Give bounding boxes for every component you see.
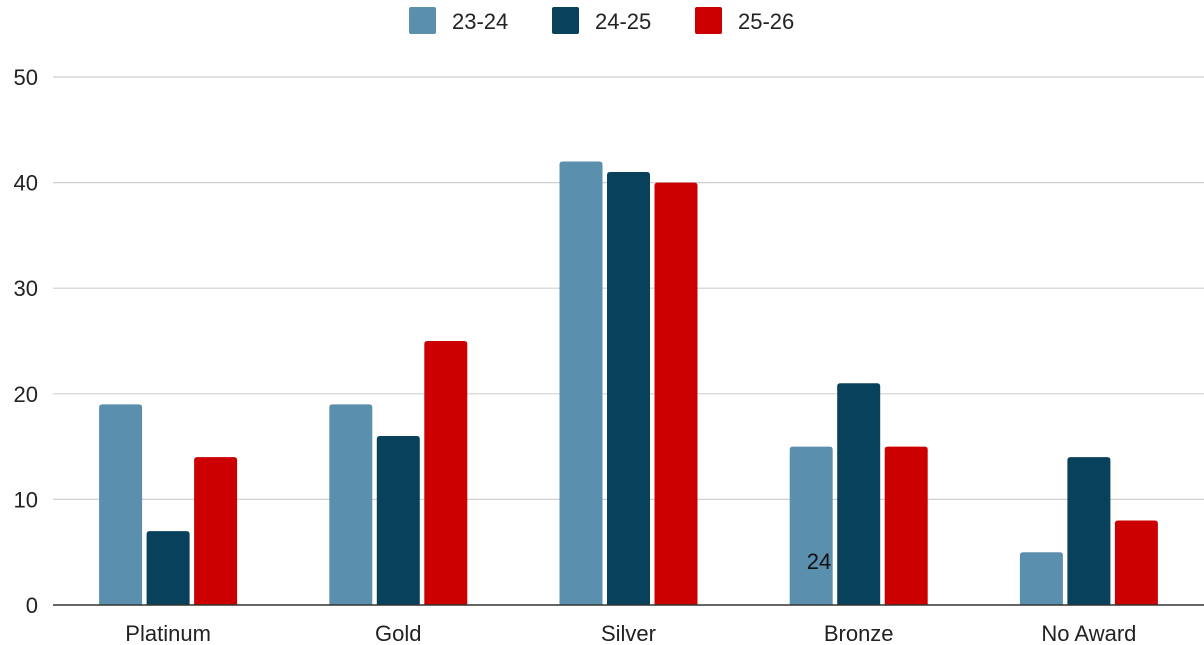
bar-25-26-no-award[interactable]: [1114, 520, 1158, 605]
legend-swatch: [409, 7, 436, 34]
bar-23-24-bronze[interactable]: [789, 446, 833, 605]
bar-24-25-no-award[interactable]: [1067, 457, 1111, 605]
bar-23-24-gold[interactable]: [329, 404, 373, 605]
bar-24-25-gold[interactable]: [376, 436, 420, 605]
y-tick-label: 50: [14, 65, 38, 90]
legend-item-23-24[interactable]: 23-24: [409, 7, 508, 34]
bar-23-24-platinum[interactable]: [99, 404, 143, 605]
legend-label: 25-26: [738, 9, 794, 34]
legend-swatch: [695, 7, 722, 34]
y-tick-label: 20: [14, 382, 38, 407]
bar-23-24-no-award[interactable]: [1019, 552, 1063, 605]
bar-25-26-bronze[interactable]: [884, 446, 928, 605]
y-tick-label: 0: [26, 593, 38, 618]
legend-item-24-25[interactable]: 24-25: [552, 7, 651, 34]
bar-24-25-bronze[interactable]: [837, 383, 881, 605]
x-tick-label: Platinum: [125, 621, 211, 645]
y-tick-label: 10: [14, 487, 38, 512]
y-axis-ticks: 0 10 20 30 40 50: [14, 65, 38, 618]
x-tick-label: Gold: [375, 621, 421, 645]
x-tick-label: Bronze: [824, 621, 894, 645]
bars: [99, 161, 1158, 606]
bar-25-26-silver[interactable]: [654, 182, 698, 605]
legend[interactable]: 23-24 24-25 25-26: [409, 7, 794, 34]
x-axis-ticks: Platinum Gold Silver Bronze No Award: [125, 621, 1136, 645]
y-tick-label: 40: [14, 171, 38, 196]
legend-swatch: [552, 7, 579, 34]
annotation-label: 24: [807, 549, 831, 574]
legend-item-25-26[interactable]: 25-26: [695, 7, 794, 34]
x-tick-label: Silver: [601, 621, 656, 645]
x-tick-label: No Award: [1041, 621, 1136, 645]
bar-23-24-silver[interactable]: [559, 161, 603, 606]
bar-24-25-platinum[interactable]: [146, 531, 190, 605]
bar-24-25-silver[interactable]: [607, 172, 650, 606]
legend-label: 23-24: [452, 9, 508, 34]
bar-25-26-platinum[interactable]: [194, 457, 238, 605]
y-tick-label: 30: [14, 276, 38, 301]
bar-25-26-gold[interactable]: [424, 341, 468, 605]
legend-label: 24-25: [595, 9, 651, 34]
